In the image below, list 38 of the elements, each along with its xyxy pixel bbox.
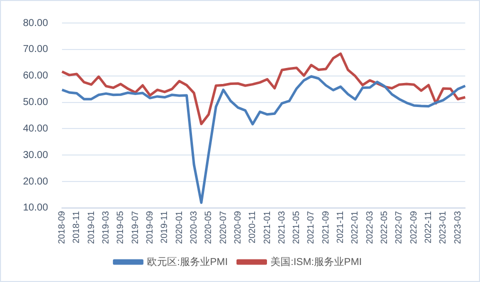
x-tick-label: 2019-09 — [144, 210, 154, 244]
x-tick-label: 2021-03 — [276, 210, 286, 244]
x-tick-label: 2020-05 — [203, 210, 214, 244]
x-tick-label: 2019-07 — [130, 210, 140, 244]
y-tick-label: 10.00 — [22, 202, 48, 214]
x-tick-label: 2019-03 — [100, 210, 110, 244]
x-tick-label: 2021-11 — [335, 210, 346, 244]
x-tick-label: 2022-05 — [379, 210, 390, 244]
x-tick-label: 2021-01 — [262, 210, 272, 244]
y-tick-label: 20.00 — [22, 176, 48, 188]
x-tick-label: 2022-11 — [423, 210, 434, 244]
x-tick-label: 2020-03 — [188, 210, 198, 244]
x-tick-label: 2019-01 — [86, 210, 96, 244]
y-tick-label: 50.00 — [22, 97, 48, 108]
legend-label: 欧元区:服务业PMI — [147, 256, 228, 268]
y-tick-label: 40.00 — [22, 123, 48, 134]
x-tick-label: 2019-11 — [159, 210, 170, 244]
y-tick-label: 80.00 — [22, 18, 48, 29]
y-tick-label: 30.00 — [22, 150, 48, 161]
legend-label: 美国:ISM:服务业PMI — [270, 256, 362, 268]
x-tick-label: 2022-03 — [364, 210, 374, 244]
x-tick-label: 2021-09 — [320, 210, 330, 244]
x-tick-label: 2021-05 — [291, 210, 302, 244]
y-tick-label: 70.00 — [22, 44, 48, 56]
x-tick-label: 2020-07 — [218, 210, 228, 244]
x-tick-label: 2021-07 — [306, 210, 316, 244]
x-tick-label: 2022-09 — [408, 210, 418, 244]
x-tick-label: 2019-05 — [115, 210, 126, 244]
x-tick-label: 2020-09 — [232, 210, 242, 244]
x-tick-label: 2023-01 — [438, 210, 448, 244]
x-tick-label: 2018-09 — [56, 210, 67, 244]
x-tick-label: 2018-11 — [71, 210, 82, 244]
x-tick-label: 2023-03 — [452, 210, 462, 244]
x-tick-label: 2022-07 — [394, 210, 404, 244]
x-tick-label: 2020-01 — [174, 210, 184, 244]
x-tick-label: 2022-01 — [350, 210, 360, 244]
x-tick-label: 2020-11 — [247, 210, 258, 244]
y-tick-label: 60.00 — [22, 70, 48, 82]
